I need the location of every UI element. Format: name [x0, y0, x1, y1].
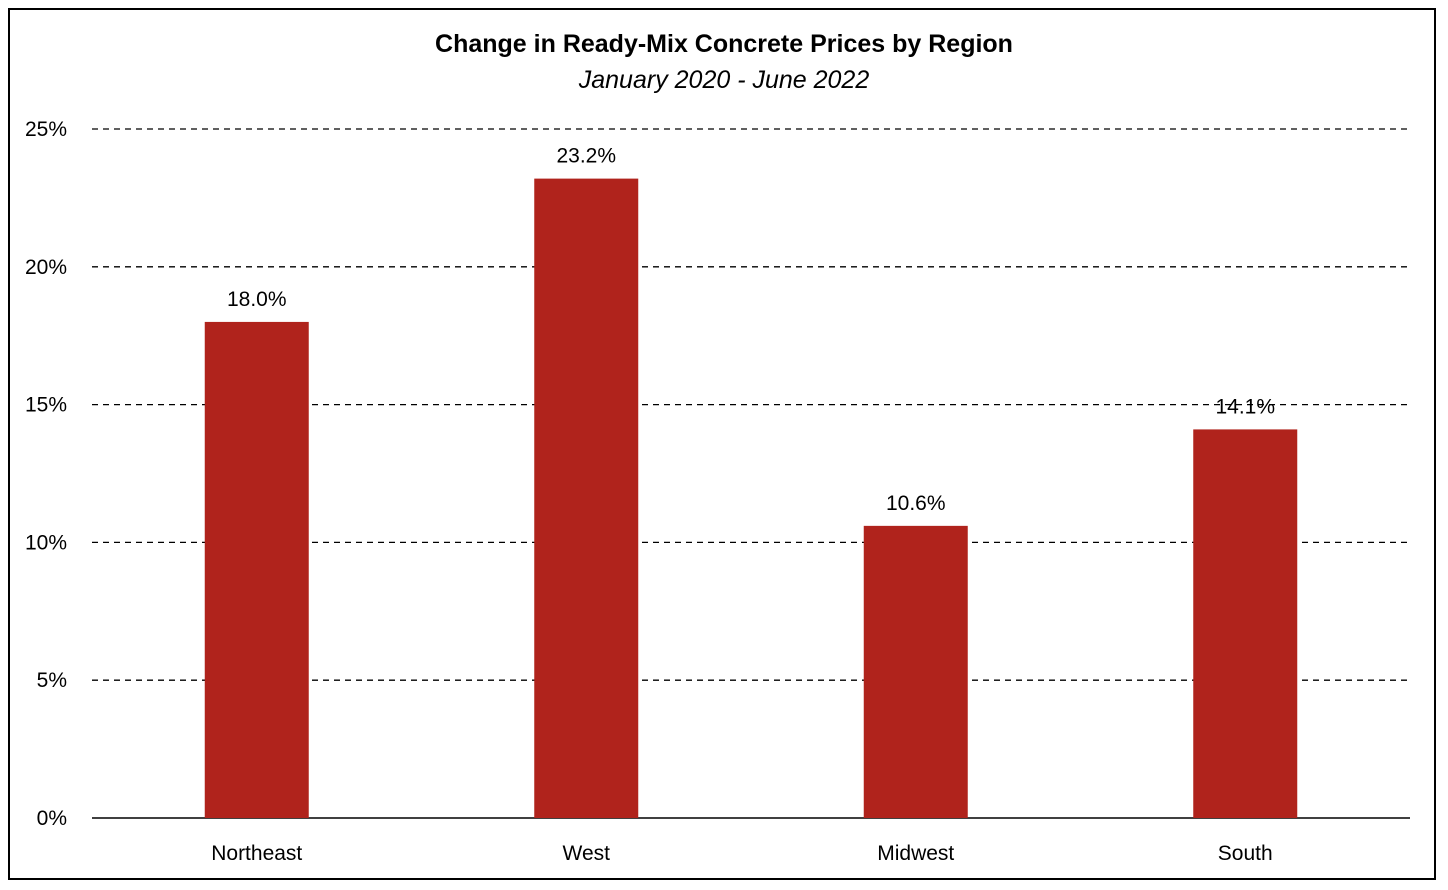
- bar-south: [1193, 429, 1298, 818]
- y-tick-label: 10%: [25, 531, 67, 554]
- x-tick-label: West: [563, 842, 611, 865]
- data-label: 23.2%: [556, 145, 616, 168]
- y-tick-label: 0%: [37, 807, 67, 830]
- data-label: 14.1%: [1215, 395, 1275, 418]
- bar-northeast: [204, 321, 309, 818]
- y-axis-labels: 0% 5% 10% 15% 20% 25%: [25, 118, 67, 830]
- y-tick-label: 20%: [25, 256, 67, 279]
- x-axis-labels: Northeast West Midwest South: [211, 842, 1272, 865]
- chart-subtitle: January 2020 - June 2022: [578, 66, 870, 94]
- bar-midwest: [863, 525, 968, 818]
- y-tick-label: 15%: [25, 394, 67, 417]
- data-labels: 18.0% 23.2% 10.6% 14.1%: [227, 145, 1275, 515]
- y-tick-label: 5%: [37, 669, 67, 692]
- x-tick-label: South: [1218, 842, 1273, 865]
- bars: [204, 178, 1298, 818]
- gridlines: [92, 128, 1410, 819]
- data-label: 10.6%: [886, 492, 946, 515]
- chart-title: Change in Ready-Mix Concrete Prices by R…: [435, 30, 1013, 58]
- x-tick-label: Northeast: [211, 842, 302, 865]
- x-tick-label: Midwest: [877, 842, 954, 865]
- bar-west: [534, 178, 639, 818]
- y-tick-label: 25%: [25, 118, 67, 141]
- data-label: 18.0%: [227, 288, 287, 311]
